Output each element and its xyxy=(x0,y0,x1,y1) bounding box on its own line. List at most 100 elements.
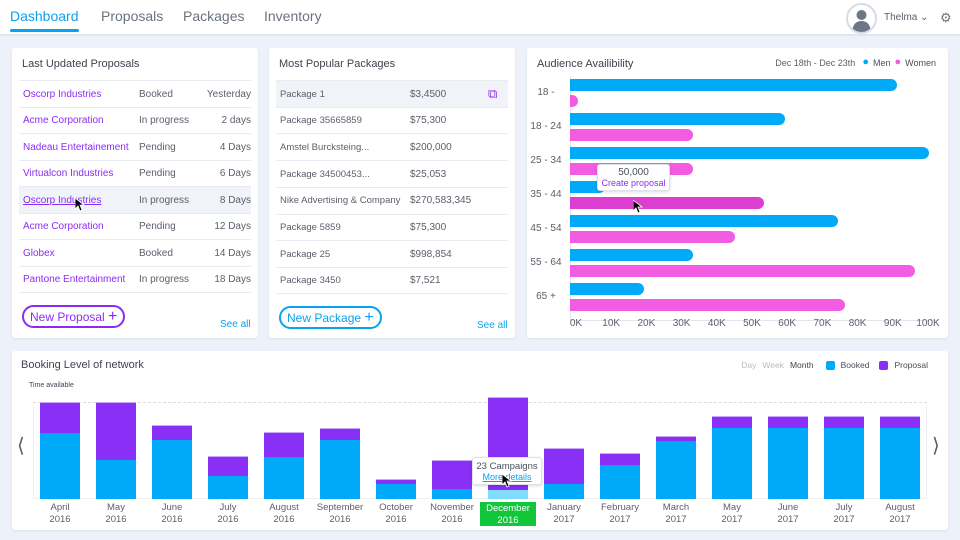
legend-men[interactable]: Men xyxy=(872,57,891,68)
month-label[interactable]: September 2016 xyxy=(316,502,364,525)
bar-booked[interactable] xyxy=(40,433,80,499)
month-label[interactable]: August 2017 xyxy=(885,502,915,525)
bar-proposal[interactable] xyxy=(712,415,752,429)
table-row[interactable]: Package 1 $3,4500 ⧉ xyxy=(276,80,508,107)
bar-booked[interactable] xyxy=(208,475,248,499)
proposal-name-link[interactable]: Acme Corporation xyxy=(23,115,104,126)
bar-proposal[interactable] xyxy=(152,425,192,440)
bar-proposal[interactable] xyxy=(320,428,360,440)
month-label[interactable]: May 2017 xyxy=(721,502,743,525)
see-all-link[interactable]: See all xyxy=(220,319,251,330)
month-label[interactable]: October 2016 xyxy=(379,502,413,525)
bar-women[interactable] xyxy=(570,299,845,311)
bar-booked[interactable] xyxy=(600,465,640,499)
date-range[interactable]: Dec 18th - Dec 23th xyxy=(775,57,856,68)
see-all-link[interactable]: See all xyxy=(477,320,508,331)
bar-proposal[interactable] xyxy=(768,415,808,429)
table-row[interactable]: Package 25 $998,854 xyxy=(276,240,508,267)
new-package-button[interactable]: New Package + xyxy=(279,306,382,329)
gear-icon[interactable]: ⚙ xyxy=(940,10,952,25)
table-row[interactable]: Package 3450 $7,521 xyxy=(276,266,508,294)
bar-booked[interactable] xyxy=(152,439,192,499)
bar-women[interactable] xyxy=(570,95,578,107)
proposal-name-link[interactable]: Oscorp Industries xyxy=(23,194,102,206)
table-row[interactable]: Package 35665859 $75,300 xyxy=(276,106,508,134)
bar-women[interactable] xyxy=(570,231,736,243)
period-week[interactable]: Week xyxy=(762,360,784,370)
month-label[interactable]: December 2016 xyxy=(480,502,536,526)
bar-booked[interactable] xyxy=(320,439,360,499)
proposal-name-link[interactable]: Pantone Entertainment xyxy=(23,273,126,285)
legend-women[interactable]: Women xyxy=(905,57,936,68)
bar-men[interactable] xyxy=(570,181,606,193)
legend-proposal[interactable]: Proposal xyxy=(894,360,928,370)
tab-inventory[interactable]: Inventory xyxy=(264,8,322,24)
period-month[interactable]: Month xyxy=(789,360,814,370)
avatar[interactable] xyxy=(846,3,877,34)
proposal-name-link[interactable]: Globex xyxy=(23,247,55,259)
month-label[interactable]: July 2017 xyxy=(833,502,855,525)
month-label[interactable]: March 2017 xyxy=(662,502,690,525)
month-label[interactable]: February 2017 xyxy=(600,502,639,525)
bar-women[interactable] xyxy=(570,265,915,277)
bar-booked[interactable] xyxy=(96,460,136,499)
bar-booked[interactable] xyxy=(544,484,584,499)
bar-women[interactable] xyxy=(570,129,694,141)
bar-proposal[interactable] xyxy=(376,478,416,485)
table-row[interactable]: Package 34500453... $25,053 xyxy=(276,160,508,187)
create-proposal-link[interactable]: Create proposal xyxy=(601,178,666,188)
tab-dashboard[interactable]: Dashboard xyxy=(10,8,79,32)
bar-proposal[interactable] xyxy=(432,460,472,490)
bar-booked[interactable] xyxy=(768,428,808,499)
bar-proposal[interactable] xyxy=(824,415,864,429)
table-row[interactable]: Package 5859 $75,300 xyxy=(276,213,508,241)
month-label[interactable]: January 2017 xyxy=(547,502,581,525)
chevron-right-icon[interactable]: ⟩ xyxy=(932,435,940,457)
chevron-left-icon[interactable]: ⟨ xyxy=(17,435,25,457)
bar-booked[interactable] xyxy=(432,489,472,499)
bar-men[interactable] xyxy=(570,215,838,227)
month-label[interactable]: May 2016 xyxy=(105,502,127,525)
month-label[interactable]: July 2016 xyxy=(217,502,239,525)
bar-women[interactable] xyxy=(570,197,764,209)
proposal-name-link[interactable]: Nadeau Entertainement xyxy=(23,141,129,153)
bar-proposal[interactable] xyxy=(544,447,584,485)
bar-men[interactable] xyxy=(570,249,694,261)
bar-booked[interactable] xyxy=(488,490,528,499)
bar-booked[interactable] xyxy=(656,440,696,499)
month-label[interactable]: August 2016 xyxy=(269,502,299,525)
legend-booked[interactable]: Booked xyxy=(840,360,870,370)
bar-men[interactable] xyxy=(570,113,785,125)
bar-proposal[interactable] xyxy=(880,415,920,429)
month-label[interactable]: November 2016 xyxy=(430,502,474,525)
bar-proposal[interactable] xyxy=(96,402,136,461)
more-details-link[interactable]: More details xyxy=(482,472,532,482)
new-proposal-button[interactable]: New Proposal + xyxy=(22,305,126,328)
bar-booked[interactable] xyxy=(264,457,304,499)
table-row[interactable]: Amstel Burcksteing... $200,000 xyxy=(276,133,508,160)
bar-proposal[interactable] xyxy=(264,432,304,458)
bar-men[interactable] xyxy=(570,79,898,91)
bar-booked[interactable] xyxy=(880,428,920,499)
month-label[interactable]: June 2017 xyxy=(777,502,799,525)
bar-booked[interactable] xyxy=(712,428,752,499)
bar-proposal[interactable] xyxy=(600,453,640,466)
bar-proposal[interactable] xyxy=(656,435,696,441)
user-menu[interactable]: Thelma ⌄ xyxy=(884,12,929,23)
bar-booked[interactable] xyxy=(376,484,416,499)
bar-men[interactable] xyxy=(570,283,644,295)
proposal-name-link[interactable]: Acme Corporation xyxy=(23,221,104,232)
proposal-name-link[interactable]: Virtualcon Industries xyxy=(23,168,114,179)
tab-packages[interactable]: Packages xyxy=(183,8,245,24)
table-row[interactable]: Nike Advertising & Company $270,583,345 xyxy=(276,186,508,214)
month-label[interactable]: April 2016 xyxy=(49,502,71,525)
bar-proposal[interactable] xyxy=(208,456,248,476)
tab-proposals[interactable]: Proposals xyxy=(101,8,164,24)
bar-men[interactable] xyxy=(570,147,930,159)
month-label[interactable]: June 2016 xyxy=(161,502,183,525)
proposal-name-link[interactable]: Oscorp Industries xyxy=(23,88,102,100)
copy-icon[interactable]: ⧉ xyxy=(488,86,498,101)
period-day[interactable]: Day xyxy=(741,360,757,370)
bar-proposal[interactable] xyxy=(40,402,80,434)
bar-booked[interactable] xyxy=(824,428,864,499)
